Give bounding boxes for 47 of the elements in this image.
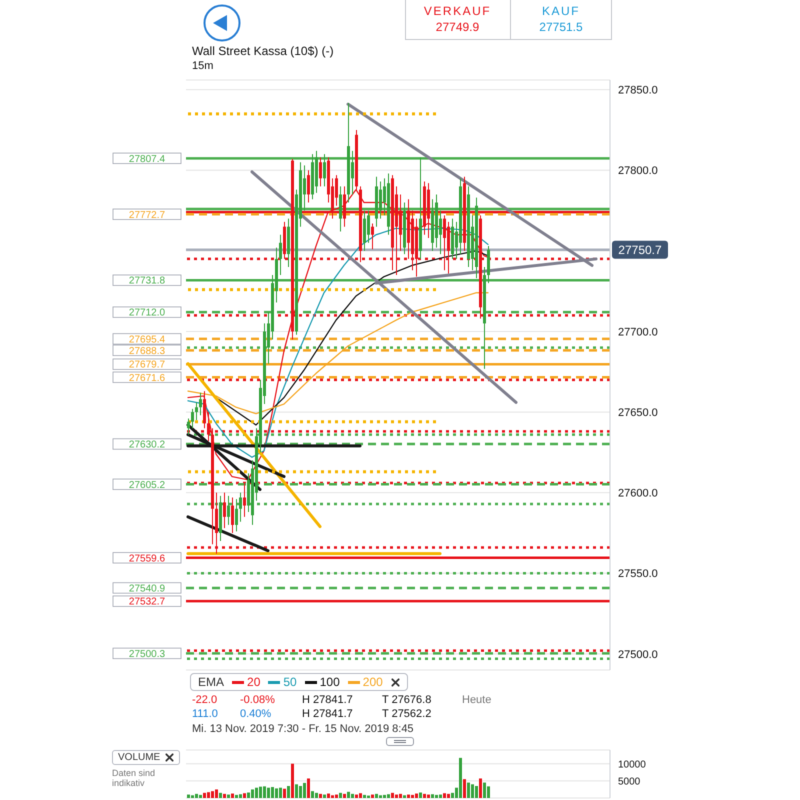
- chart-title: Wall Street Kassa (10$) (-): [192, 44, 334, 58]
- ref-line-label: 27679.7: [128, 360, 166, 371]
- legend-label: 50: [283, 675, 297, 689]
- text: H 27841.7: [302, 694, 353, 707]
- y-tick-label: 27600.0: [618, 488, 658, 500]
- ref-line-label: 27671.6: [128, 372, 166, 384]
- text: -0.08%: [240, 694, 275, 707]
- ref-line-label: 27500.3: [128, 648, 166, 660]
- y-tick-label: 27550.0: [618, 568, 658, 580]
- ref-line-label: 27630.2: [128, 439, 166, 450]
- ref-line-label: 27750.7: [618, 242, 662, 257]
- text: T 27562.2: [382, 708, 432, 721]
- ref-line-label: 27688.3: [128, 346, 166, 357]
- ref-line-label: 27695.4: [128, 334, 166, 346]
- y-tick-label: 27700.0: [618, 326, 658, 338]
- text: 27751.5: [539, 20, 583, 35]
- text: Daten sind indikativ: [112, 768, 156, 789]
- text: 111.0: [192, 708, 218, 721]
- legend-label: 200: [362, 675, 383, 689]
- y-tick-label: 27650.0: [618, 406, 658, 419]
- text: T 27676.8: [382, 694, 432, 707]
- text: KAUF: [542, 4, 580, 19]
- text: VERKAUF: [424, 4, 492, 19]
- y-tick-label: 27800.0: [618, 165, 658, 178]
- ref-line-label: 27731.8: [128, 276, 166, 287]
- y-tick-label: 5000: [618, 776, 641, 788]
- chart-title: VOLUME: [118, 751, 160, 764]
- text: Mi. 13 Nov. 2019 7:30 - Fr. 15 Nov. 2019 8:45: [192, 723, 414, 736]
- y-tick-label: 10000: [618, 759, 646, 770]
- ref-line-label: 27712.0: [128, 308, 166, 319]
- text: 0.40%: [240, 708, 272, 721]
- chart-subtitle: 15m: [192, 60, 214, 72]
- y-tick-label: 27500.0: [618, 648, 658, 661]
- ref-line-label: 27559.6: [128, 553, 166, 564]
- legend-title: EMA: [198, 675, 224, 689]
- ref-line-label: 27807.4: [128, 154, 166, 165]
- y-tick-label: 27850.0: [618, 84, 658, 97]
- ref-line-label: 27540.9: [128, 583, 166, 594]
- text: 27749.9: [436, 20, 480, 35]
- ref-line-label: 27605.2: [128, 480, 166, 491]
- text: Heute: [462, 694, 492, 707]
- text: -22.0: [192, 694, 218, 707]
- ref-line-label: 27772.7: [128, 210, 166, 221]
- legend-label: 20: [247, 675, 260, 689]
- legend-label: 100: [320, 675, 340, 689]
- ref-line-label: 27532.7: [128, 596, 166, 608]
- text: H 27841.7: [302, 708, 353, 721]
